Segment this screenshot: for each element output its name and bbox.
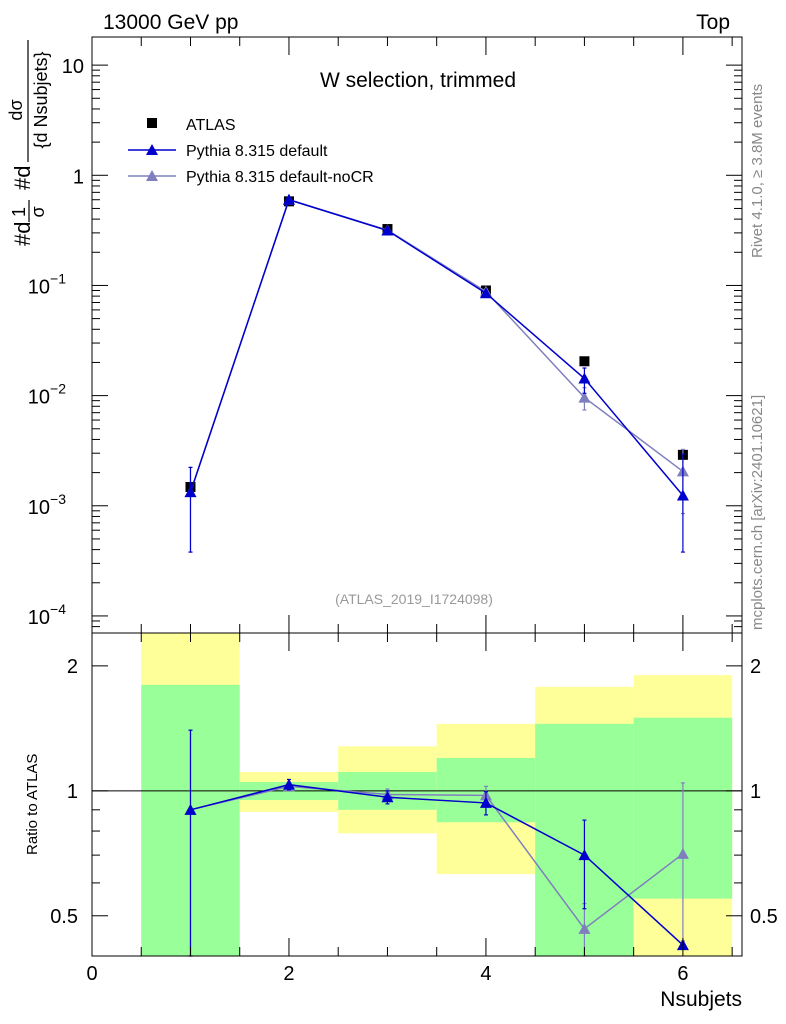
axes: 10 1 10−1 10−2 10−3 10−4 0 2 4 6 0.5 0.5 1 1 2 2 bbox=[28, 36, 778, 985]
main-default-point-5 bbox=[578, 372, 591, 384]
mcplots-label: mcplots.cern.ch [arXiv:2401.10621] bbox=[749, 395, 766, 630]
main-default-point-3 bbox=[381, 224, 394, 236]
ratio-nocr-point-5 bbox=[578, 922, 591, 934]
ylabel-part2: #d bbox=[10, 166, 35, 190]
main-ytick-label-6: 10−4 bbox=[28, 601, 66, 629]
main-default-point-6 bbox=[676, 489, 689, 501]
ratio-default-point-1 bbox=[184, 803, 197, 815]
ratio-ytick-label-right-2: 1 bbox=[750, 781, 761, 803]
main-ytick-label-4: 10−2 bbox=[28, 381, 66, 409]
ratio-frame bbox=[91, 632, 743, 957]
ratio-default-point-4 bbox=[479, 796, 492, 808]
xtick-label-3: 4 bbox=[480, 963, 491, 985]
ratio-plot-marks bbox=[184, 729, 689, 957]
main-ytick-label-1: 10 bbox=[62, 56, 84, 78]
ylabel-frac2-den: {d Nsubjets} bbox=[31, 51, 51, 148]
ratio-ytick-label-right-3: 2 bbox=[750, 656, 761, 678]
main-ytick-label-3: 10−1 bbox=[28, 270, 66, 298]
legend-label-atlas: ATLAS bbox=[186, 117, 236, 134]
ratio-default-point-3 bbox=[381, 791, 394, 803]
ratio-default-line bbox=[190, 783, 684, 946]
ratio-default-point-5 bbox=[578, 849, 591, 861]
main-ylabel: #d 1 σ #d dσ {d Nsubjets} bbox=[6, 40, 51, 246]
ylabel-frac2-num: dσ bbox=[6, 99, 26, 120]
xtick-label-4: 6 bbox=[677, 963, 688, 985]
legend-marker-nocr bbox=[146, 170, 158, 181]
legend: ATLAS Pythia 8.315 default Pythia 8.315 … bbox=[128, 117, 374, 186]
legend-marker-atlas bbox=[147, 118, 157, 128]
atlas-point-5 bbox=[579, 356, 590, 367]
ratio-ytick-label-right-1: 0.5 bbox=[750, 906, 778, 928]
ratio-default-point-2 bbox=[282, 778, 295, 790]
xtick-label-1: 0 bbox=[86, 963, 97, 985]
plot-title: W selection, trimmed bbox=[320, 69, 516, 92]
ratio-ytick-label-2: 1 bbox=[67, 781, 78, 803]
legend-marker-default bbox=[146, 144, 158, 155]
ratio-nocr-line bbox=[190, 785, 684, 930]
main-ytick-label-5: 10−3 bbox=[28, 491, 66, 519]
header-energy: 13000 GeV pp bbox=[103, 11, 238, 34]
xlabel: Nsubjets bbox=[660, 988, 742, 1011]
ylabel-part1: #d bbox=[10, 222, 35, 246]
main-nocr-line bbox=[189, 198, 684, 493]
rivet-label: Rivet 4.1.0, ≥ 3.8M events bbox=[749, 84, 766, 258]
header-process: Top bbox=[696, 11, 730, 34]
main-default-point-4 bbox=[479, 287, 492, 299]
legend-label-nocr: Pythia 8.315 default-noCR bbox=[186, 169, 374, 186]
xtick-label-2: 2 bbox=[283, 963, 294, 985]
main-ytick-label-2: 1 bbox=[73, 166, 84, 188]
ratio-ylabel: Ratio to ATLAS bbox=[24, 754, 41, 855]
legend-label-default: Pythia 8.315 default bbox=[186, 143, 328, 160]
main-default-point-2 bbox=[282, 193, 295, 205]
main-default-line bbox=[189, 198, 684, 496]
ratio-nocr-point-6 bbox=[676, 847, 689, 859]
ylabel-frac1-num: 1 bbox=[9, 207, 29, 217]
main-nocr-point-5 bbox=[578, 391, 591, 403]
main-plot-marks bbox=[184, 193, 689, 553]
ratio-ytick-label-1: 0.5 bbox=[50, 906, 78, 928]
analysis-id: (ATLAS_2019_I1724098) bbox=[335, 591, 493, 607]
ylabel-frac1-den: σ bbox=[28, 206, 48, 217]
ratio-ytick-label-3: 2 bbox=[67, 656, 78, 678]
main-default-point-1 bbox=[184, 486, 197, 498]
